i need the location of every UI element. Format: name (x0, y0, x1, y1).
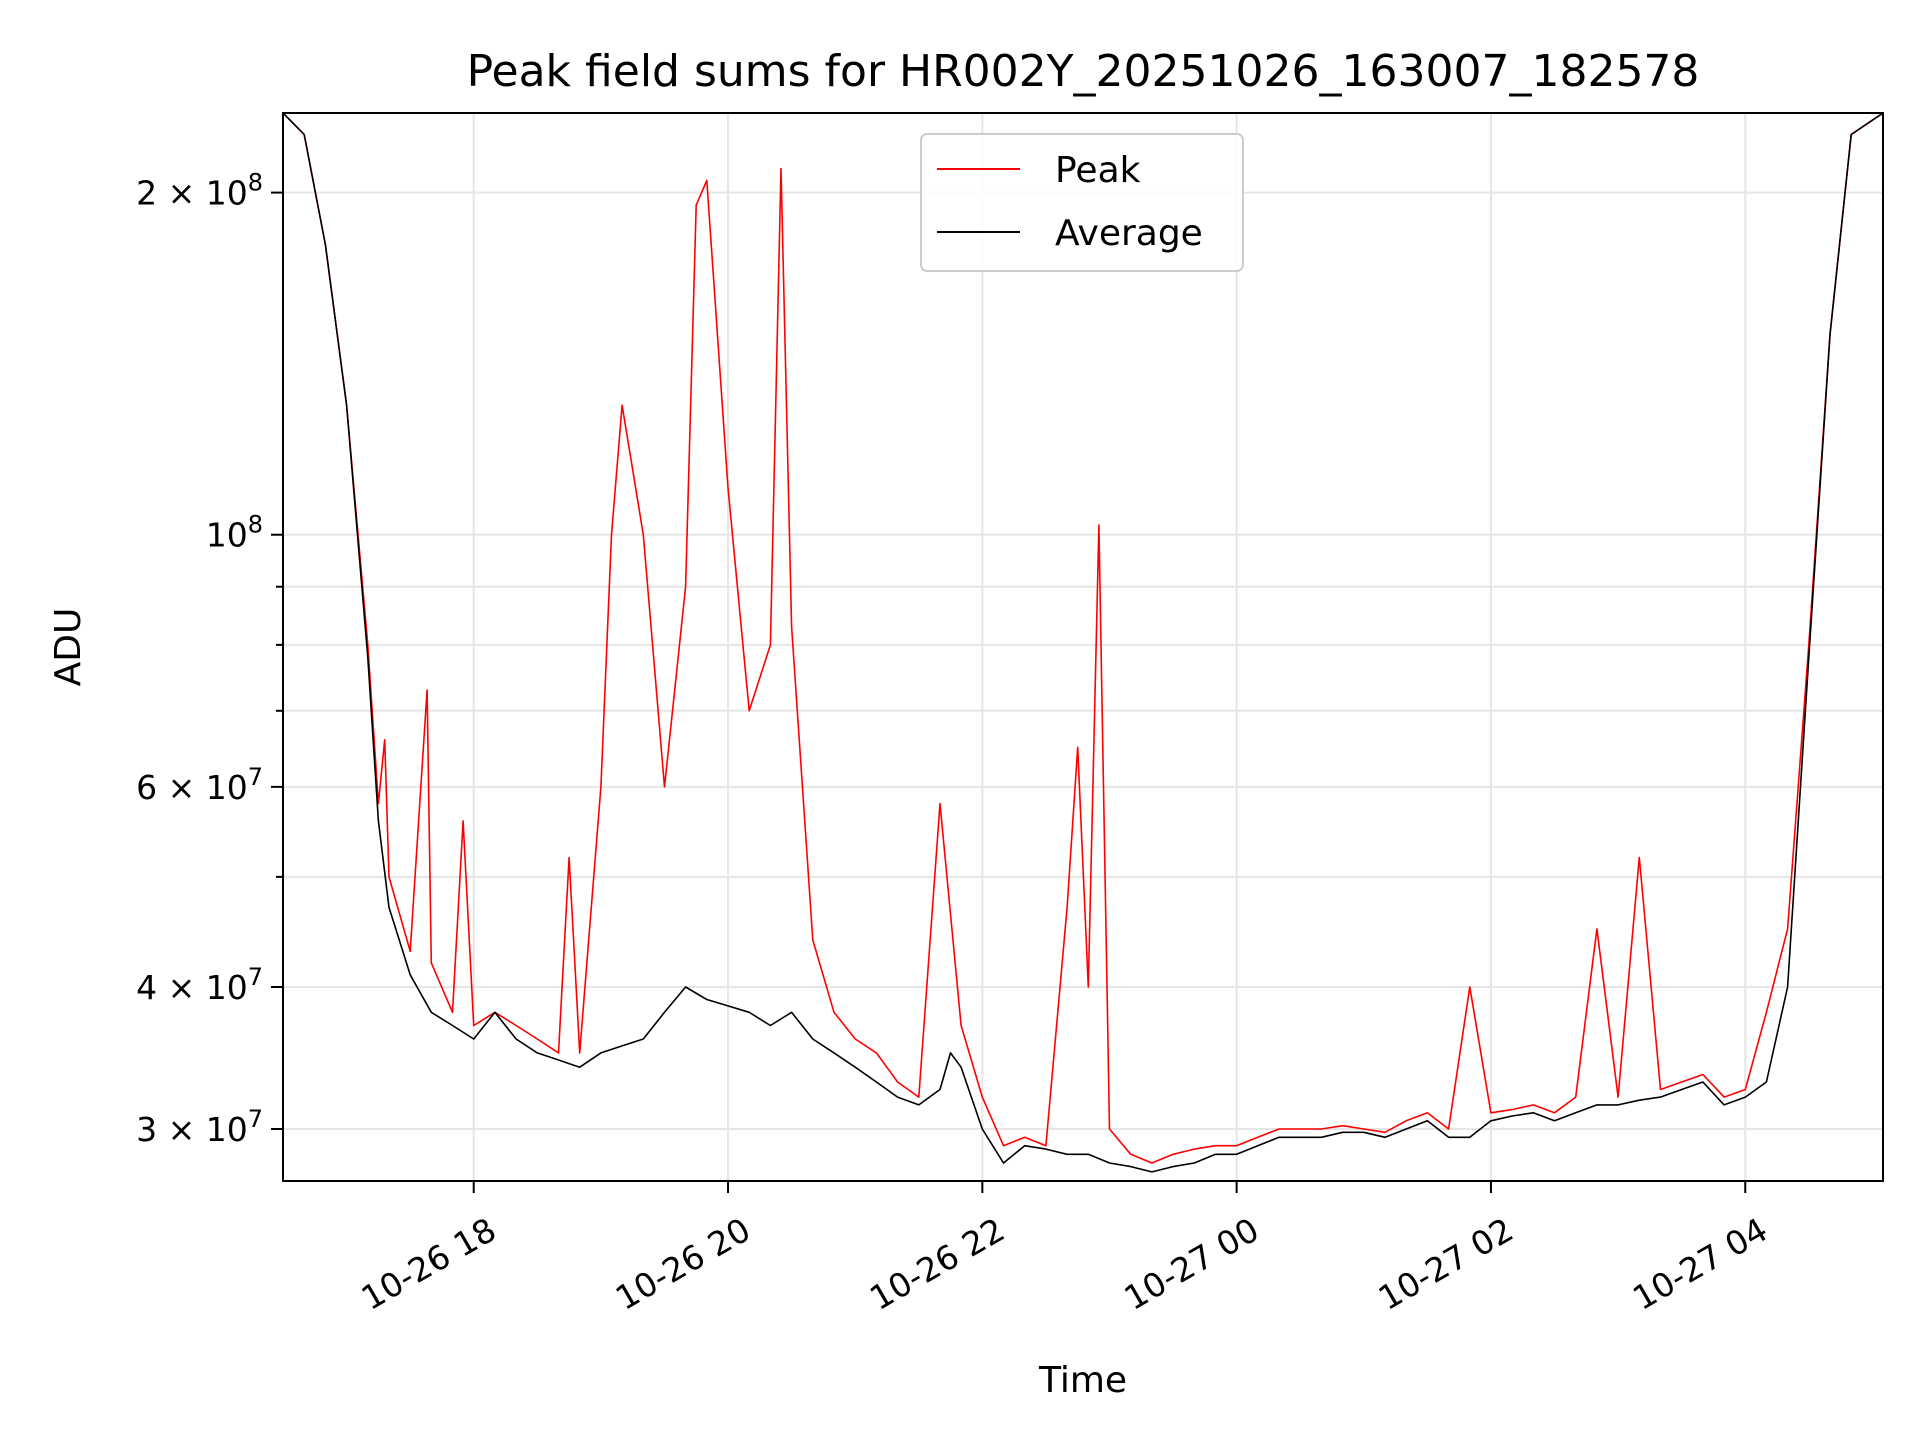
x-axis-label: Time (1038, 1360, 1127, 1401)
axes-frame (282, 112, 1884, 1182)
legend-label-average: Average (1055, 213, 1203, 254)
y-tick-label: 4 × 107 (136, 963, 263, 1007)
y-tick-label: 6 × 107 (136, 763, 263, 807)
series-line-peak (283, 113, 1883, 1164)
legend: Peak Average (920, 133, 1244, 272)
y-axis: 3 × 107 4 × 107 6 × 107 108 2 × 108 (136, 169, 283, 1149)
y-tick-label: 3 × 107 (136, 1105, 263, 1149)
series-line-average (283, 113, 1883, 1173)
y-axis-label: ADU (48, 608, 89, 687)
plot-area (283, 113, 1883, 1173)
y-tick-label: 108 (206, 511, 263, 555)
chart-title: Peak field sums for HR002Y_20251026_1630… (467, 46, 1700, 97)
legend-label-peak: Peak (1055, 150, 1141, 191)
y-tick-label: 2 × 108 (136, 169, 263, 213)
